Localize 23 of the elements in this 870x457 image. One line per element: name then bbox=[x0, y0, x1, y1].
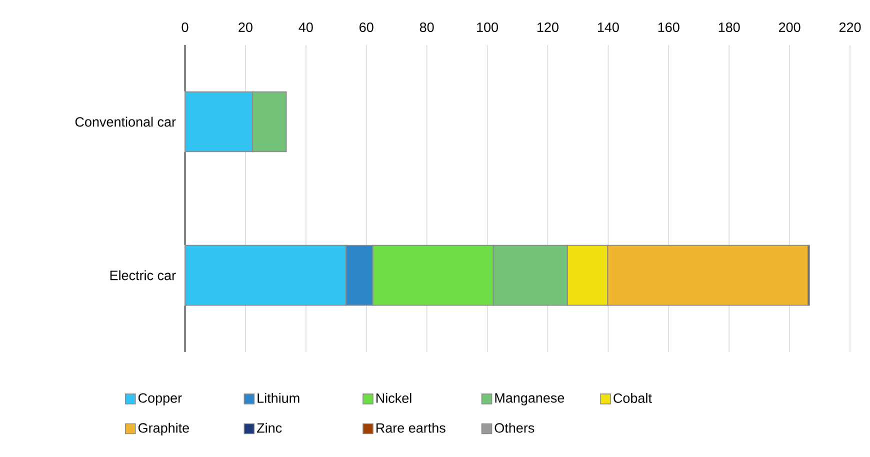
x-tick-label: 160 bbox=[658, 22, 680, 32]
x-tick-label: 140 bbox=[598, 22, 619, 32]
legend-label: Rare earths bbox=[376, 422, 446, 433]
legend-label: Graphite bbox=[138, 422, 189, 436]
x-tick-label: 120 bbox=[538, 22, 558, 32]
x-tick-label: 220 bbox=[839, 22, 861, 32]
legend-label: Manganese bbox=[495, 393, 564, 406]
x-tick-label: 0 bbox=[182, 22, 188, 32]
legend-label: Copper bbox=[138, 393, 182, 406]
x-tick-label: 200 bbox=[778, 22, 800, 32]
x-tick-label: 20 bbox=[238, 22, 252, 32]
y-tick-label: Conventional car bbox=[75, 116, 176, 127]
legend-label: Nickel bbox=[376, 393, 412, 403]
legend-label: Zinc bbox=[257, 422, 282, 433]
x-tick-label: 100 bbox=[477, 22, 498, 32]
y-tick-label: Electric car bbox=[110, 270, 176, 280]
legend-label: Cobalt bbox=[614, 393, 652, 403]
legend-label: Lithium bbox=[258, 393, 300, 403]
x-tick-label: 80 bbox=[420, 22, 434, 32]
x-tick-label: 60 bbox=[360, 22, 374, 32]
x-tick-label: 40 bbox=[298, 22, 313, 32]
legend-label: Others bbox=[494, 422, 534, 433]
x-tick-label: 180 bbox=[718, 22, 740, 32]
